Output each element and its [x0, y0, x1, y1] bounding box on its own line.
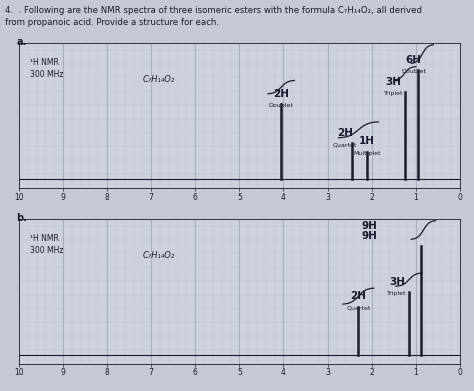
Text: ¹H NMR
300 MHz: ¹H NMR 300 MHz [30, 234, 64, 255]
Text: 2H: 2H [273, 89, 289, 99]
Text: ¹H NMR
300 MHz: ¹H NMR 300 MHz [30, 58, 64, 79]
Text: 3H: 3H [386, 77, 401, 86]
Text: Quartet: Quartet [346, 306, 371, 311]
Text: 4.  . Following are the NMR spectra of three isomeric esters with the formula C₇: 4. . Following are the NMR spectra of th… [5, 6, 422, 15]
Text: C₇H₁₄O₂: C₇H₁₄O₂ [142, 251, 174, 260]
Text: a.: a. [17, 37, 27, 47]
Text: C₇H₁₄O₂: C₇H₁₄O₂ [142, 75, 174, 84]
Text: 6H: 6H [405, 55, 421, 65]
Text: Doublet: Doublet [401, 70, 426, 74]
Text: Triplet: Triplet [387, 291, 407, 296]
Text: from propanoic acid. Provide a structure for each.: from propanoic acid. Provide a structure… [5, 18, 219, 27]
Text: 1H: 1H [359, 136, 375, 146]
Text: b.: b. [17, 213, 27, 223]
Text: 3H: 3H [389, 277, 405, 287]
Text: Triplet: Triplet [384, 91, 403, 96]
Text: Multiplet: Multiplet [354, 151, 381, 156]
Text: Quartet: Quartet [333, 142, 357, 147]
Text: Doublet: Doublet [269, 103, 294, 108]
Text: 9H: 9H [362, 221, 377, 231]
Text: 9H: 9H [362, 231, 377, 241]
Text: 2H: 2H [337, 127, 353, 138]
Text: 2H: 2H [350, 291, 366, 301]
